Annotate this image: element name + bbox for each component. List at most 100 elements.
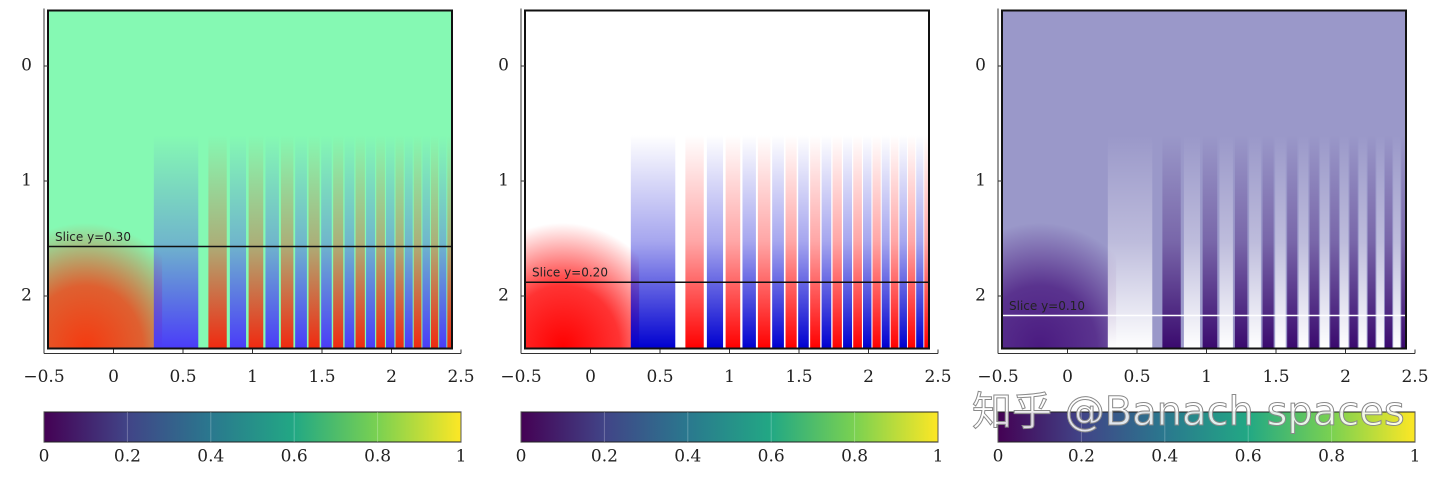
heatmap-stripe xyxy=(1417,135,1424,349)
plot-frame xyxy=(524,9,930,350)
heatmap-stripe xyxy=(1409,135,1416,349)
heatmap-stripe xyxy=(229,135,247,349)
x-tick-label: 1 xyxy=(247,367,258,387)
colorbar-tick-label: 0 xyxy=(39,447,50,467)
x-tick-label: 1 xyxy=(724,367,735,387)
heatmap-stripe xyxy=(785,135,797,349)
heatmap-stripe xyxy=(1432,135,1439,349)
heatmap-stripe xyxy=(832,135,842,349)
heatmap-stripe xyxy=(344,135,355,349)
heatmap-stripe xyxy=(471,135,478,349)
y-tick-label: 2 xyxy=(498,286,509,306)
heatmap-stripe xyxy=(1275,135,1286,349)
x-tick-label: 0 xyxy=(1062,367,1073,387)
heatmap-stripe xyxy=(355,135,365,349)
y-tick-label: 2 xyxy=(975,286,986,306)
colorbar-tick-label: 0.8 xyxy=(364,447,391,467)
heatmap-stripe xyxy=(843,135,853,349)
heatmap-stripe xyxy=(772,135,784,349)
panel: Slice y=0.20 −0.5 0 0.5 1 1.5 2 2.5 0 1 2 0 0.2 0.4 0.… xyxy=(498,8,983,467)
heatmap-stripe xyxy=(500,135,506,349)
x-tick-label: 0.5 xyxy=(169,367,196,387)
heatmap-stripe xyxy=(1367,135,1376,349)
heatmap-stripe xyxy=(916,135,924,349)
heatmap-stripe xyxy=(295,135,307,349)
x-tick-label: 1.5 xyxy=(1262,367,1289,387)
heatmap-stripe xyxy=(630,135,676,349)
heatmap-stripe xyxy=(248,135,264,349)
heatmap xyxy=(48,135,506,349)
colorbar-tick-label: 0.6 xyxy=(758,447,785,467)
heatmap xyxy=(525,135,983,349)
y-tick-label: 1 xyxy=(975,171,986,191)
heatmap-stripe xyxy=(881,135,890,349)
heatmap-stripe xyxy=(1234,135,1248,349)
x-tick-label: 1.5 xyxy=(308,367,335,387)
colorbar-tick-label: 0 xyxy=(516,447,527,467)
panel: Slice y=0.10 −0.5 0 0.5 1 1.5 2 2.5 0 1 2 0 0.2 0.4 0.… xyxy=(975,8,1439,467)
x-tick-label: 0 xyxy=(585,367,596,387)
colorbar-tick-label: 1 xyxy=(933,447,944,467)
heatmap-stripe xyxy=(1219,135,1233,349)
heatmap-stripe xyxy=(907,135,916,349)
heatmap-stripe xyxy=(1384,135,1393,349)
heatmap-stripe xyxy=(863,135,872,349)
heatmap-stripe xyxy=(321,135,332,349)
heatmap-stripe xyxy=(1358,135,1367,349)
heatmap-stripe xyxy=(1249,135,1261,349)
heatmap-stripe xyxy=(1183,135,1201,349)
colorbar-tick-label: 0.4 xyxy=(197,447,224,467)
heatmap-stripe xyxy=(1298,135,1309,349)
heatmap-stripe xyxy=(430,135,439,349)
x-tick-label: 1.5 xyxy=(785,367,812,387)
heatmap-stripe xyxy=(924,135,929,349)
slice-annotation: Slice y=0.10 xyxy=(1009,299,1085,313)
heatmap-stripe xyxy=(1287,135,1298,349)
panel: Slice y=0.30 −0.5 0 0.5 1 1.5 2 2.5 0 1 2 0 0.2 0.4 0.… xyxy=(21,8,506,467)
heatmap-stripe xyxy=(1202,135,1218,349)
heatmap-stripe xyxy=(366,135,376,349)
heatmap-stripe xyxy=(280,135,294,349)
heatmap-stripe xyxy=(757,135,771,349)
colorbar-tick-label: 0.2 xyxy=(591,447,618,467)
heatmap-stripe xyxy=(948,135,955,349)
heatmap-stripe xyxy=(962,135,968,349)
plot-frame xyxy=(47,9,453,350)
heatmap-stripe xyxy=(1162,135,1181,349)
colorbar-tick-label: 0.4 xyxy=(1151,447,1178,467)
x-tick-label: 0.5 xyxy=(646,367,673,387)
x-tick-label: 2 xyxy=(863,367,874,387)
colorbar-tick-label: 0.6 xyxy=(281,447,308,467)
heatmap-stripe xyxy=(706,135,724,349)
y-tick-label: 0 xyxy=(975,56,986,76)
x-tick-label: −0.5 xyxy=(23,367,64,387)
heatmap-stripe xyxy=(153,135,199,349)
heatmap-stripe xyxy=(1349,135,1358,349)
heatmap-stripe xyxy=(1401,135,1406,349)
x-tick-label: 2.5 xyxy=(447,367,474,387)
heatmap-stripe xyxy=(1320,135,1330,349)
heatmap-blob xyxy=(525,181,640,349)
heatmap-stripe xyxy=(208,135,227,349)
heatmap-stripe xyxy=(447,135,452,349)
slice-annotation: Slice y=0.30 xyxy=(55,230,131,244)
heatmap-stripe xyxy=(821,135,832,349)
heatmap xyxy=(1002,135,1439,349)
heatmap-stripe xyxy=(395,135,404,349)
heatmap-blob xyxy=(48,181,163,349)
heatmap-stripe xyxy=(478,135,485,349)
colorbar xyxy=(43,411,462,443)
heatmap-stripe xyxy=(376,135,385,349)
heatmap-stripe xyxy=(1425,135,1432,349)
colorbar-tick-label: 1 xyxy=(456,447,467,467)
plot-frame xyxy=(1001,9,1407,350)
x-tick-label: 0 xyxy=(108,367,119,387)
heatmap-stripe xyxy=(413,135,422,349)
y-tick-label: 0 xyxy=(498,56,509,76)
heatmap-stripe xyxy=(685,135,704,349)
heatmap-stripe xyxy=(977,135,983,349)
heatmap-stripe xyxy=(333,135,344,349)
slice-annotation: Slice y=0.20 xyxy=(532,266,608,280)
heatmap-stripe xyxy=(439,135,447,349)
heatmap-stripe xyxy=(725,135,741,349)
